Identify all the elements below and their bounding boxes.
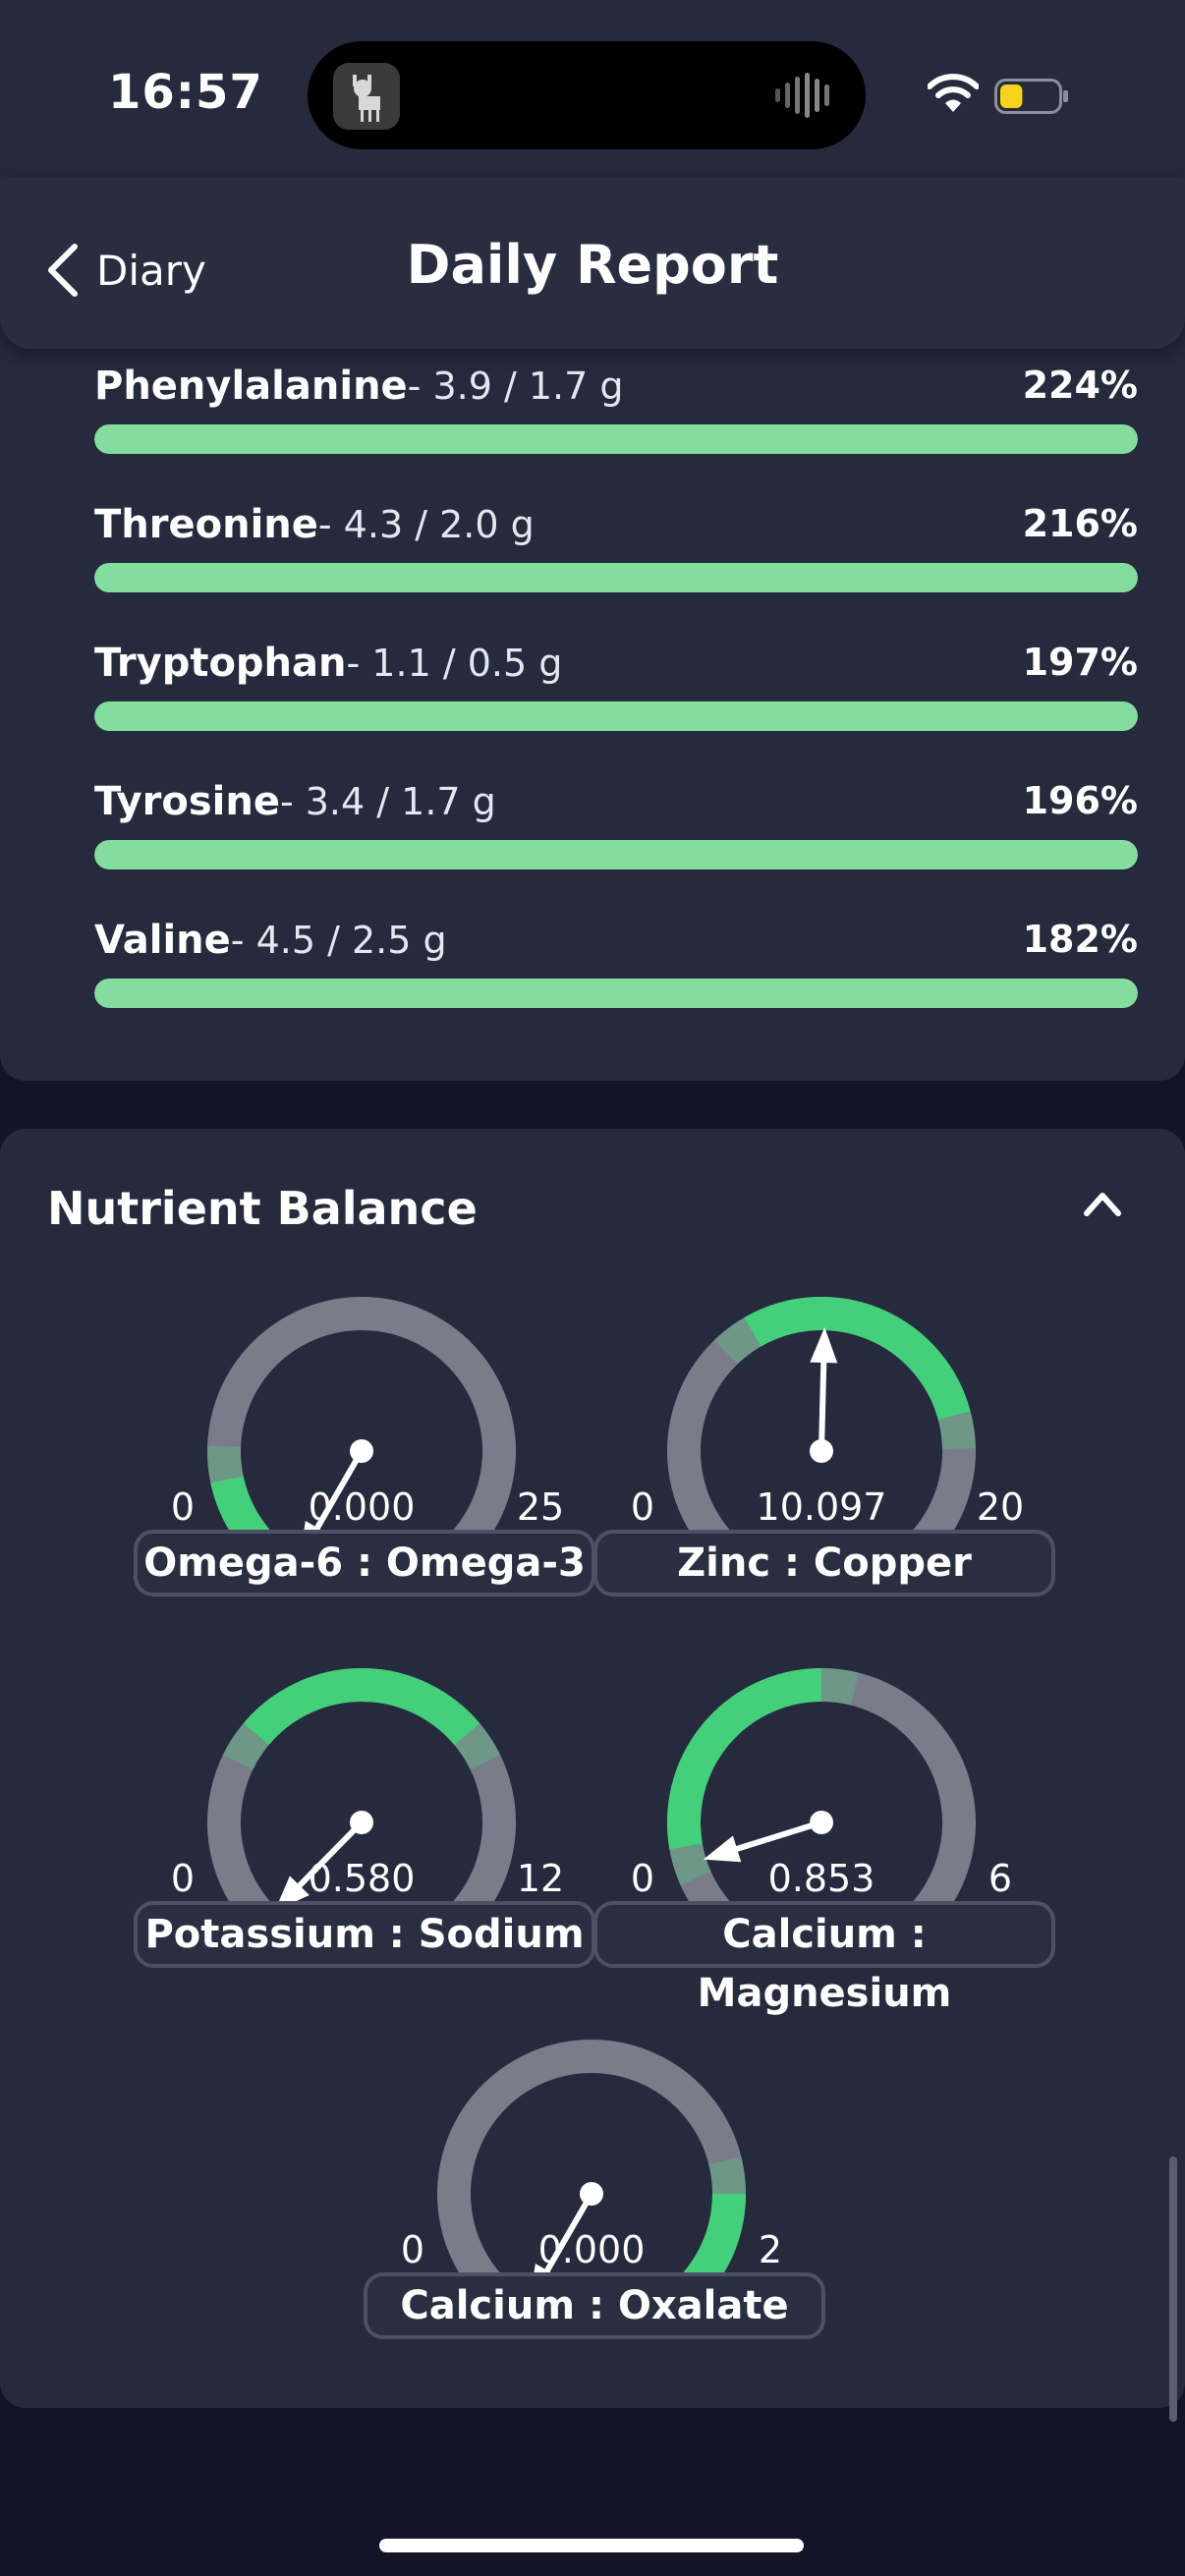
amino-header: Phenylalanine- 3.9 / 1.7 g 224% <box>94 364 1138 424</box>
back-button[interactable]: Diary <box>45 236 206 305</box>
gauge-hub <box>810 1439 833 1463</box>
gauge-label: Calcium : Oxalate <box>364 2272 825 2339</box>
gauge-max-label: 6 <box>988 1857 1012 1900</box>
amino-row: Tryptophan- 1.1 / 0.5 g 197% <box>94 641 1138 739</box>
amino-name: Tryptophan <box>94 641 347 686</box>
amino-percent: 182% <box>1022 918 1138 961</box>
gauge-max-label: 20 <box>977 1485 1024 1529</box>
gauge-min-label: 0 <box>401 2228 424 2271</box>
amino-name: Tyrosine <box>94 779 280 824</box>
gauge-needle <box>818 1360 827 1454</box>
amino-amount: - 3.4 / 1.7 g <box>279 780 496 823</box>
progress-fill <box>94 563 1138 592</box>
ratio-gauge: 0 12 0.580 Potassium : Sodium <box>134 1659 595 1984</box>
gauge-min-label: 0 <box>631 1857 654 1900</box>
battery-low-icon <box>994 79 1068 114</box>
amino-name: Valine <box>94 918 231 963</box>
gauge-label: Calcium : Magnesium <box>593 1901 1055 2016</box>
gauge-max-label: 12 <box>517 1857 564 1900</box>
gauge-target-zone <box>667 1668 822 1850</box>
dynamic-island <box>308 41 866 149</box>
status-time: 16:57 <box>108 65 263 120</box>
amino-percent: 216% <box>1022 502 1138 545</box>
page-title: Daily Report <box>406 234 779 296</box>
gauge-min-label: 0 <box>171 1857 195 1900</box>
gauge-needle-head <box>703 1835 742 1863</box>
gauge-dial: 0 20 10.097 <box>631 1297 1024 1573</box>
section-title: Nutrient Balance <box>47 1182 478 1235</box>
gauge-needle <box>544 2191 594 2273</box>
ratio-gauge: 0 20 10.097 Zinc : Copper <box>593 1288 1055 1612</box>
gauge-value-label: 0.580 <box>309 1857 416 1900</box>
gauge-hub <box>350 1439 373 1463</box>
gauge-min-label: 0 <box>631 1485 654 1529</box>
gauge-dial: 0 12 0.580 <box>171 1668 564 1944</box>
amino-row: Threonine- 4.3 / 2.0 g 216% <box>94 502 1138 600</box>
gauge-label: Zinc : Copper <box>593 1530 1055 1596</box>
gauge-hub <box>350 1811 373 1834</box>
gauge-hub <box>810 1811 833 1834</box>
amino-row: Valine- 4.5 / 2.5 g 182% <box>94 918 1138 1016</box>
amino-amount: - 4.5 / 2.5 g <box>230 919 447 962</box>
amino-header: Tyrosine- 3.4 / 1.7 g 196% <box>94 779 1138 840</box>
gauge-value-label: 0.853 <box>768 1857 875 1900</box>
amino-row: Phenylalanine- 3.9 / 1.7 g 224% <box>94 364 1138 462</box>
progress-bar <box>94 840 1138 869</box>
gauge-target-zone <box>243 1668 480 1746</box>
gauge-target-zone <box>744 1297 971 1421</box>
gauge-hub <box>580 2182 603 2206</box>
amino-header: Tryptophan- 1.1 / 0.5 g 197% <box>94 641 1138 701</box>
chevron-up-icon[interactable] <box>1079 1186 1126 1221</box>
gauge-needle <box>314 1448 365 1531</box>
gauge-zone-glow <box>667 1668 859 1885</box>
ratio-gauge: 0 2 0.000 Calcium : Oxalate <box>364 2031 825 2355</box>
amino-percent: 196% <box>1022 779 1138 822</box>
progress-fill <box>94 701 1138 731</box>
gauge-max-label: 2 <box>759 2228 782 2271</box>
app-icon <box>333 63 400 130</box>
scrollbar[interactable] <box>1169 2156 1177 2422</box>
nav-bar: Diary Daily Report <box>0 177 1185 349</box>
amino-name: Threonine <box>94 502 318 547</box>
gauge-value-label: 0.000 <box>538 2228 646 2271</box>
gauge-needle <box>296 1820 365 1889</box>
ratio-gauge: 0 25 0.000 Omega-6 : Omega-3 <box>134 1288 595 1612</box>
progress-bar <box>94 563 1138 592</box>
progress-fill <box>94 840 1138 869</box>
gauge-dial: 0 6 0.853 <box>631 1668 1012 1944</box>
home-indicator[interactable] <box>379 2539 804 2552</box>
gauge-min-label: 0 <box>171 1485 195 1529</box>
amino-amount: - 3.9 / 1.7 g <box>407 364 624 408</box>
wifi-icon <box>928 74 979 112</box>
progress-bar <box>94 424 1138 454</box>
amino-row: Tyrosine- 3.4 / 1.7 g 196% <box>94 779 1138 877</box>
ratio-gauge: 0 6 0.853 Calcium : Magnesium <box>593 1659 1055 2016</box>
chevron-left-icon <box>48 244 78 297</box>
gauge-needle <box>734 1820 824 1852</box>
gauge-needle-head <box>810 1327 838 1364</box>
gauge-max-label: 25 <box>517 1485 564 1529</box>
amino-amount: - 1.1 / 0.5 g <box>346 642 563 685</box>
progress-fill <box>94 424 1138 454</box>
progress-fill <box>94 979 1138 1008</box>
amino-percent: 197% <box>1022 641 1138 684</box>
gauge-value-label: 0.000 <box>309 1485 416 1529</box>
progress-bar <box>94 701 1138 731</box>
back-label: Diary <box>96 246 206 295</box>
amino-name: Phenylalanine <box>94 364 408 409</box>
gauge-value-label: 10.097 <box>757 1485 887 1529</box>
status-bar: 16:57 <box>0 0 1185 177</box>
amino-header: Threonine- 4.3 / 2.0 g 216% <box>94 502 1138 563</box>
amino-percent: 224% <box>1022 364 1138 407</box>
audio-wave-icon <box>775 73 829 118</box>
amino-header: Valine- 4.5 / 2.5 g 182% <box>94 918 1138 979</box>
nutrient-balance-card: Nutrient Balance 0 25 0.000 Omega-6 : Omega… <box>0 1129 1185 2408</box>
amino-amount: - 4.3 / 2.0 g <box>317 503 535 546</box>
progress-bar <box>94 979 1138 1008</box>
gauge-label: Omega-6 : Omega-3 <box>134 1530 595 1596</box>
gauge-label: Potassium : Sodium <box>134 1901 595 1968</box>
